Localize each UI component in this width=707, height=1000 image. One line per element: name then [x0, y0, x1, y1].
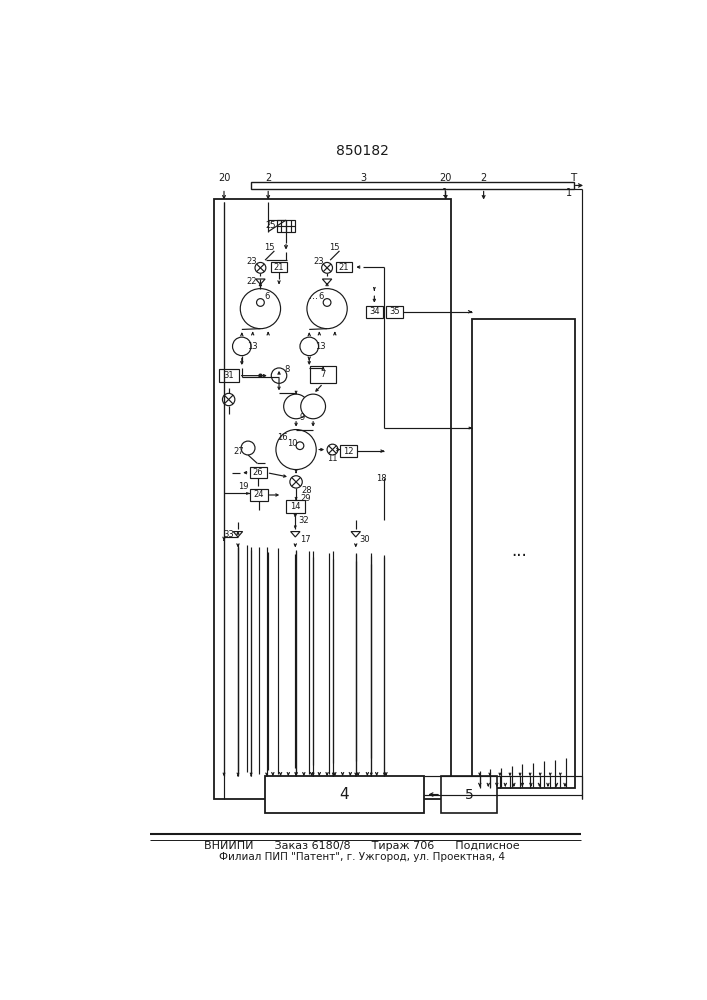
Circle shape: [240, 289, 281, 329]
Text: 23: 23: [247, 257, 257, 266]
Text: 20: 20: [218, 173, 230, 183]
Text: Филиал ПИП "Патент", г. Ужгород, ул. Проектная, 4: Филиал ПИП "Патент", г. Ужгород, ул. Про…: [219, 852, 505, 862]
Circle shape: [300, 337, 319, 356]
Text: 20: 20: [440, 173, 452, 183]
Circle shape: [276, 430, 316, 470]
Bar: [386, 306, 403, 318]
Text: ...: ...: [309, 291, 317, 301]
Text: 12: 12: [344, 447, 354, 456]
Text: 14: 14: [290, 502, 300, 511]
Text: 35: 35: [389, 307, 400, 316]
Text: 22: 22: [247, 277, 257, 286]
Bar: [340, 445, 357, 457]
Text: 5: 5: [464, 788, 473, 802]
Bar: [251, 182, 574, 189]
Bar: [265, 776, 424, 813]
Text: 21: 21: [274, 263, 284, 272]
Circle shape: [259, 374, 262, 377]
Bar: [271, 262, 287, 272]
Bar: [250, 489, 268, 501]
Circle shape: [323, 299, 331, 306]
Circle shape: [284, 394, 308, 419]
Text: 28: 28: [302, 486, 312, 495]
Bar: [366, 306, 383, 318]
Text: 15: 15: [264, 243, 275, 252]
Bar: [250, 467, 267, 478]
Text: 30: 30: [360, 535, 370, 544]
Circle shape: [223, 393, 235, 406]
Text: 7: 7: [320, 370, 326, 379]
Polygon shape: [233, 532, 243, 537]
Circle shape: [233, 337, 251, 356]
Text: ...: ...: [511, 542, 527, 560]
Bar: [310, 366, 337, 383]
Text: 1: 1: [442, 188, 448, 198]
Text: ВНИИПИ      Заказ 6180/8      Тираж 706      Подписное: ВНИИПИ Заказ 6180/8 Тираж 706 Подписное: [204, 841, 520, 851]
Circle shape: [290, 476, 303, 488]
Bar: [441, 776, 497, 813]
Text: 6: 6: [318, 292, 324, 301]
Text: 34: 34: [369, 307, 380, 316]
Text: 33: 33: [223, 530, 234, 539]
Circle shape: [327, 444, 338, 455]
Text: 9: 9: [300, 413, 305, 422]
Text: 26: 26: [253, 468, 264, 477]
Text: 17: 17: [300, 535, 310, 544]
Text: 25: 25: [265, 221, 276, 230]
Polygon shape: [256, 279, 265, 284]
Text: 4: 4: [339, 787, 349, 802]
Polygon shape: [291, 532, 300, 537]
Circle shape: [300, 394, 325, 419]
Bar: [337, 262, 352, 272]
Text: 27: 27: [233, 447, 244, 456]
Text: 32: 32: [298, 516, 309, 525]
Text: 13: 13: [315, 342, 325, 351]
Bar: [472, 319, 575, 788]
Text: 8: 8: [284, 365, 289, 374]
Text: 15: 15: [329, 243, 340, 252]
Text: 29: 29: [300, 494, 310, 503]
Text: 23: 23: [313, 257, 324, 266]
Circle shape: [296, 442, 304, 450]
Text: 11: 11: [327, 454, 338, 463]
Polygon shape: [351, 532, 361, 537]
Text: 1: 1: [566, 188, 572, 198]
Circle shape: [322, 262, 332, 273]
Circle shape: [271, 368, 287, 383]
Circle shape: [257, 299, 264, 306]
Bar: [286, 500, 305, 513]
Circle shape: [307, 289, 347, 329]
Text: 21: 21: [339, 263, 349, 272]
Bar: [276, 220, 296, 232]
Text: 19: 19: [238, 482, 249, 491]
Polygon shape: [322, 279, 332, 284]
Text: 3: 3: [361, 173, 366, 183]
Text: 13: 13: [247, 342, 258, 351]
Text: 18: 18: [376, 474, 387, 483]
Text: 16: 16: [277, 433, 288, 442]
Bar: [214, 199, 451, 799]
Bar: [218, 369, 239, 382]
Text: 2: 2: [265, 173, 271, 183]
Text: 850182: 850182: [336, 144, 388, 158]
Circle shape: [241, 441, 255, 455]
Text: 24: 24: [254, 490, 264, 499]
Text: 2: 2: [481, 173, 486, 183]
Circle shape: [255, 262, 266, 273]
Text: 31: 31: [223, 371, 234, 380]
Text: 6: 6: [264, 292, 269, 301]
Text: T: T: [570, 173, 576, 183]
Text: 10: 10: [287, 439, 298, 448]
